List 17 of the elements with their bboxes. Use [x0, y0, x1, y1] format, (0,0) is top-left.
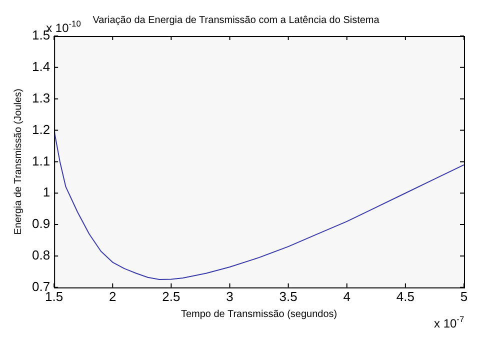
y-tick-label: 0.8 — [32, 248, 50, 263]
x-tick-label: 4.5 — [396, 288, 414, 304]
x-tick-label: 4 — [343, 288, 350, 304]
y-tick-label: 1.1 — [32, 153, 50, 168]
y-axis-title: Energia de Transmissão (Joules) — [12, 88, 24, 235]
y-tick-label: 1 — [42, 184, 50, 200]
x-tick-label: 2 — [109, 288, 116, 304]
x-axis-title: Tempo de Transmissão (segundos) — [180, 308, 338, 320]
x-tick-label: 2.5 — [162, 288, 180, 304]
x-tick-label: 3.5 — [279, 288, 298, 304]
y-tick-label: 0.9 — [32, 216, 50, 232]
chart-title: Variação da Energia de Transmissão com a Latência do Sistema — [92, 14, 380, 26]
x-tick-label: 5 — [460, 288, 468, 304]
y-tick-label: 1.3 — [32, 90, 50, 106]
y-tick-label: 1.4 — [32, 59, 50, 74]
x-tick-label: 3 — [226, 288, 234, 304]
y-tick-label: 1.2 — [32, 122, 50, 137]
